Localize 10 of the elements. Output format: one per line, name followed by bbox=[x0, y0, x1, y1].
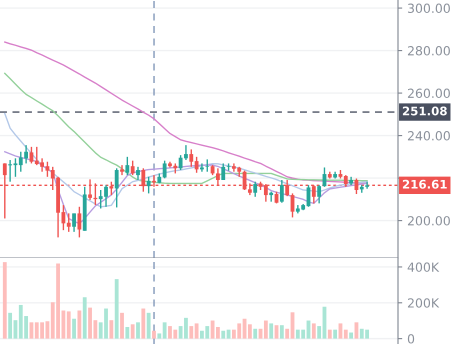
y-tick-label: 200K bbox=[408, 298, 440, 308]
ref-line-label: 251.08 bbox=[402, 106, 447, 116]
ref-line-label: 216.61 bbox=[402, 180, 447, 189]
y-tick-label: 200.00 bbox=[408, 216, 450, 226]
y-tick-label: 300.00 bbox=[408, 4, 450, 14]
y-tick-label: 240.00 bbox=[408, 131, 450, 141]
y-tick-label: 400K bbox=[408, 262, 440, 272]
y-tick-label: 0 bbox=[408, 334, 414, 344]
y-tick-label: 280.00 bbox=[408, 46, 450, 56]
y-tick-label: 260.00 bbox=[408, 88, 450, 98]
